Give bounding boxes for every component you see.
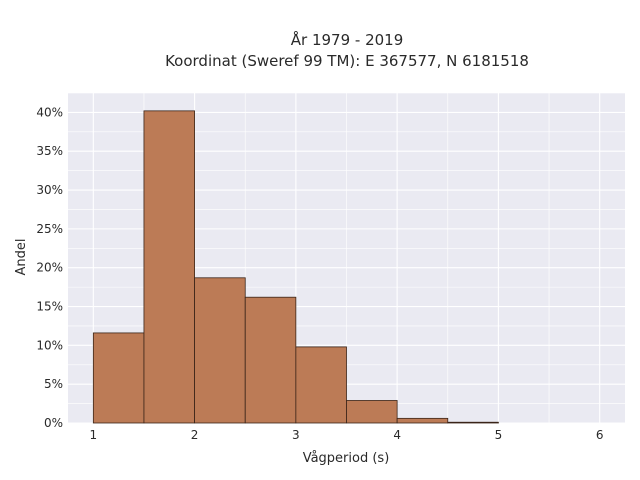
histogram-bar	[447, 421, 499, 424]
axis-ticks: 1 2 3 4 5 6 0% 5% 10% 15% 20% 25% 30% 35% 40%	[36, 105, 603, 442]
histogram-bar	[396, 417, 449, 424]
y-tick-label: 30%	[36, 183, 63, 197]
y-tick-label: 35%	[36, 144, 63, 158]
histogram-bar	[92, 332, 145, 424]
chart-title: År 1979 - 2019	[291, 30, 404, 49]
chart-subtitle: Koordinat (Sweref 99 TM): E 367577, N 61…	[165, 52, 529, 70]
x-tick-label: 3	[292, 428, 300, 442]
histogram-bar	[346, 400, 398, 424]
x-tick-label: 1	[89, 428, 97, 442]
y-tick-label: 15%	[36, 300, 63, 314]
y-tick-label: 10%	[36, 338, 63, 352]
y-tick-label: 0%	[44, 416, 63, 430]
x-tick-label: 6	[596, 428, 604, 442]
y-axis-label: Andel	[14, 239, 29, 276]
y-tick-label: 20%	[36, 261, 63, 275]
histogram-bars	[92, 110, 499, 424]
x-tick-label: 2	[191, 428, 199, 442]
x-axis-label: Vågperiod (s)	[303, 451, 390, 466]
x-tick-label: 5	[495, 428, 503, 442]
histogram-bar	[143, 110, 195, 424]
histogram-bar	[244, 296, 297, 424]
histogram-bar	[295, 346, 347, 424]
x-tick-label: 4	[393, 428, 401, 442]
histogram-bar	[194, 277, 246, 424]
y-tick-label: 5%	[44, 377, 63, 391]
y-tick-label: 25%	[36, 222, 63, 236]
y-tick-label: 40%	[36, 105, 63, 119]
